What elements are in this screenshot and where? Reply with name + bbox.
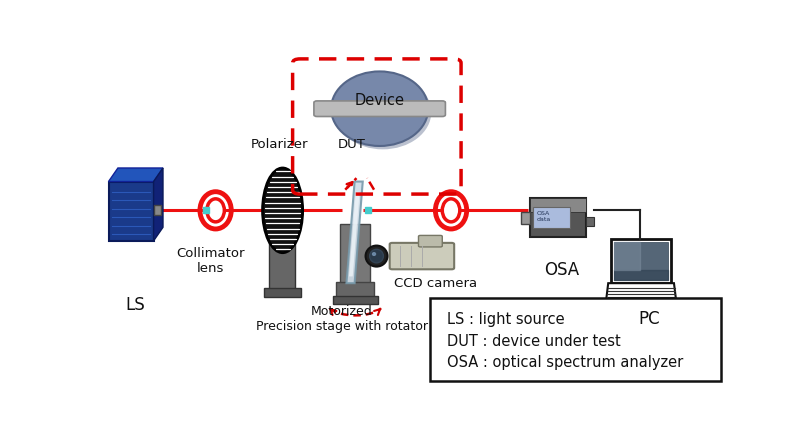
- FancyBboxPatch shape: [612, 239, 671, 283]
- Text: DUT : device under test: DUT : device under test: [448, 334, 621, 348]
- FancyBboxPatch shape: [533, 206, 570, 228]
- FancyBboxPatch shape: [333, 296, 378, 304]
- Text: Polarizer: Polarizer: [250, 138, 308, 151]
- Text: Collimator
lens: Collimator lens: [176, 247, 245, 275]
- FancyBboxPatch shape: [263, 288, 301, 297]
- Ellipse shape: [372, 252, 377, 256]
- FancyBboxPatch shape: [336, 282, 374, 297]
- Text: DUT: DUT: [338, 138, 365, 151]
- Polygon shape: [108, 168, 163, 182]
- FancyBboxPatch shape: [269, 227, 295, 290]
- Text: OSA: OSA: [544, 260, 579, 279]
- Ellipse shape: [369, 249, 384, 263]
- Text: LS : light source: LS : light source: [448, 312, 565, 327]
- FancyBboxPatch shape: [430, 298, 721, 381]
- Polygon shape: [154, 168, 163, 241]
- Ellipse shape: [263, 168, 303, 253]
- FancyBboxPatch shape: [624, 299, 652, 306]
- FancyBboxPatch shape: [154, 205, 161, 216]
- Text: Device: Device: [355, 93, 405, 108]
- FancyBboxPatch shape: [340, 224, 370, 285]
- Ellipse shape: [446, 204, 456, 217]
- Text: CCD camera: CCD camera: [394, 277, 478, 290]
- FancyBboxPatch shape: [520, 212, 530, 224]
- Polygon shape: [347, 182, 363, 283]
- Text: OSA : optical spectrum analyzer: OSA : optical spectrum analyzer: [448, 356, 684, 370]
- Ellipse shape: [207, 199, 225, 222]
- FancyBboxPatch shape: [389, 243, 454, 269]
- Ellipse shape: [211, 204, 221, 217]
- FancyBboxPatch shape: [530, 198, 587, 238]
- Text: OSA
data: OSA data: [537, 211, 551, 222]
- Text: PC: PC: [638, 310, 660, 328]
- Ellipse shape: [335, 75, 431, 149]
- FancyBboxPatch shape: [419, 235, 442, 247]
- Ellipse shape: [331, 71, 428, 146]
- FancyBboxPatch shape: [614, 242, 668, 280]
- Text: LS: LS: [125, 296, 145, 314]
- FancyBboxPatch shape: [587, 217, 594, 226]
- Polygon shape: [605, 283, 677, 308]
- Polygon shape: [349, 192, 360, 276]
- Text: Motorized
Precision stage with rotator: Motorized Precision stage with rotator: [256, 305, 428, 333]
- FancyBboxPatch shape: [314, 101, 445, 117]
- FancyBboxPatch shape: [530, 198, 587, 212]
- FancyBboxPatch shape: [108, 182, 154, 241]
- Ellipse shape: [442, 199, 460, 222]
- Ellipse shape: [365, 246, 388, 267]
